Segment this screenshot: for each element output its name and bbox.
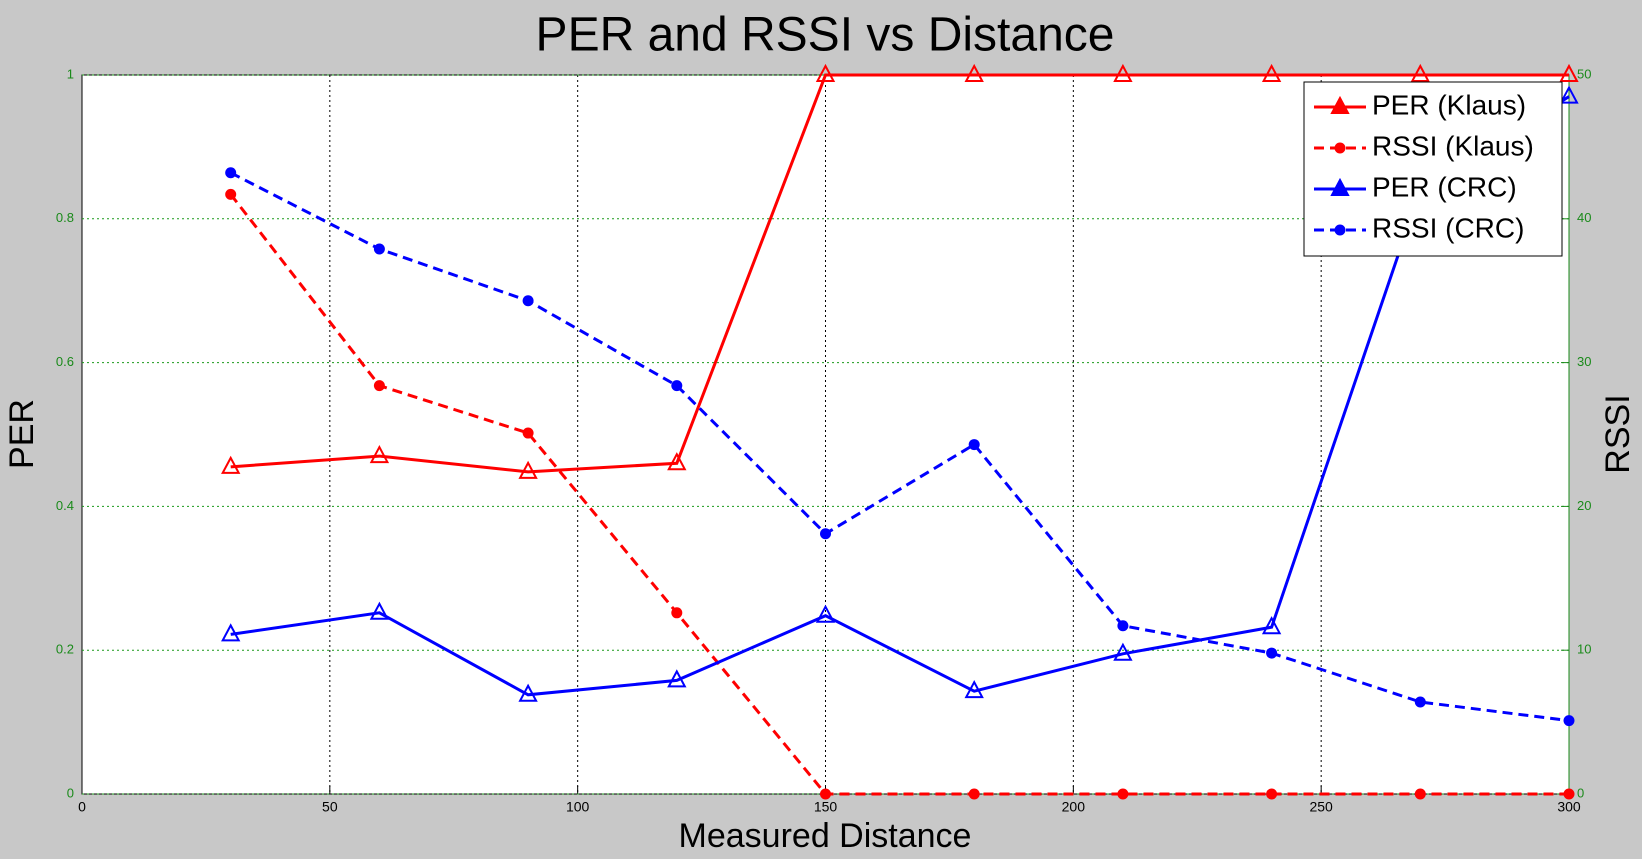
data-point — [964, 63, 984, 82]
x-tick-label: 250 — [1309, 799, 1333, 815]
y2-tick-label: 10 — [1577, 642, 1591, 657]
data-point — [968, 788, 980, 800]
data-point — [667, 452, 687, 471]
y2-tick-label: 20 — [1577, 498, 1591, 513]
data-point — [1261, 63, 1282, 82]
series-line — [230, 73, 1569, 474]
data-point — [1266, 647, 1278, 659]
data-point — [1117, 788, 1129, 800]
data-point — [968, 439, 980, 451]
y-tick-label: 1 — [67, 66, 74, 81]
data-point — [1563, 788, 1575, 800]
data-point — [1113, 642, 1133, 661]
legend-label: PER (CRC) — [1372, 171, 1517, 202]
legend-marker — [1334, 142, 1346, 154]
data-point — [1117, 620, 1129, 632]
data-point — [1410, 63, 1430, 82]
x-tick-label: 300 — [1557, 799, 1581, 815]
data-point — [369, 601, 390, 620]
data-point — [225, 188, 237, 200]
data-point — [1266, 788, 1278, 800]
data-point — [964, 680, 984, 699]
y-tick-label: 0.6 — [56, 354, 74, 369]
y-tick-label: 0.4 — [56, 498, 74, 513]
data-point — [369, 444, 390, 464]
legend-marker — [1330, 95, 1350, 114]
x-tick-label: 50 — [322, 799, 338, 815]
y2-tick-label: 50 — [1577, 66, 1591, 81]
x-axis-label: Measured Distance — [679, 817, 972, 855]
y-tick-label: 0.2 — [56, 642, 74, 657]
data-point — [522, 295, 534, 307]
data-point — [1414, 696, 1426, 708]
data-point — [518, 683, 538, 702]
data-point — [221, 455, 241, 474]
data-point — [1559, 85, 1579, 104]
data-point — [1414, 788, 1426, 800]
data-point — [1559, 63, 1579, 82]
data-point — [518, 460, 538, 479]
x-tick-label: 150 — [814, 799, 838, 815]
data-point — [815, 63, 836, 82]
data-point — [522, 427, 534, 439]
data-point — [373, 380, 385, 392]
data-point — [820, 528, 831, 540]
legend-label: PER (Klaus) — [1372, 89, 1526, 120]
legend-label: RSSI (CRC) — [1372, 212, 1524, 243]
y2-tick-label: 0 — [1577, 785, 1584, 800]
data-point — [1113, 63, 1133, 82]
y-axis-label: PER — [3, 399, 41, 469]
data-point — [225, 167, 237, 179]
x-tick-label: 200 — [1062, 799, 1086, 815]
y2-tick-label: 30 — [1577, 354, 1591, 369]
legend-label: RSSI (Klaus) — [1372, 130, 1534, 161]
y-tick-label: 0.8 — [56, 210, 74, 225]
data-point — [671, 380, 683, 392]
data-point — [820, 788, 831, 800]
data-point — [373, 243, 385, 255]
y2-axis-label: RSSI — [1599, 394, 1637, 473]
series-line — [229, 193, 1569, 796]
legend-marker — [1330, 177, 1350, 196]
x-tick-label: 0 — [78, 799, 86, 815]
data-point — [221, 623, 241, 642]
x-tick-label: 100 — [566, 799, 590, 815]
data-point — [1563, 715, 1575, 727]
legend-marker — [1334, 224, 1346, 236]
data-point — [671, 607, 683, 619]
data-point — [815, 604, 836, 623]
data-point — [667, 669, 687, 688]
y2-tick-label: 40 — [1577, 210, 1591, 225]
y-tick-label: 0 — [67, 785, 74, 800]
chart-title: PER and RSSI vs Distance — [536, 9, 1115, 62]
series-line — [230, 95, 1570, 697]
data-point — [1261, 616, 1282, 635]
series-line — [230, 171, 1570, 723]
